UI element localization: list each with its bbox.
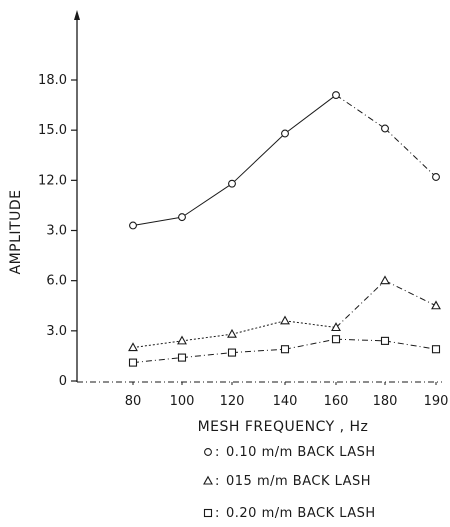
- legend-marker-circle: [204, 448, 212, 456]
- series-segment: [335, 280, 386, 328]
- legend-label: 0.20 m/m BACK LASH: [226, 506, 376, 521]
- data-point-circle: [281, 129, 289, 138]
- legend-colon: :: [215, 445, 220, 460]
- legend-marker-square: [203, 508, 213, 518]
- series-segment: [335, 94, 386, 129]
- legend-colon: :: [215, 474, 220, 489]
- series-circle: [129, 91, 440, 230]
- y-ticks: 0 3.0 6.0 3.0 12.0 15.0 18.0: [38, 73, 77, 389]
- legend: :0.10 m/m BACK LASH: 015 m/m BACK LASH: 0.…: [203, 445, 376, 521]
- data-point-circle: [129, 221, 137, 230]
- data-point-triangle: [380, 275, 390, 285]
- data-point-circle: [332, 91, 340, 100]
- x-ticks: 80 100 120 140 160 180 190: [125, 382, 449, 409]
- series-segment: [335, 338, 386, 342]
- series-segment: [231, 320, 286, 335]
- series-segment: [284, 94, 337, 134]
- series-segment: [181, 333, 233, 342]
- legend-label: 0.10 m/m BACK LASH: [226, 445, 376, 460]
- x-tick-label: 140: [273, 394, 298, 409]
- series-segment: [384, 340, 437, 350]
- legend-marker-triangle: [203, 475, 213, 485]
- series-segment: [284, 320, 337, 328]
- data-point-triangle: [128, 342, 138, 352]
- data-point-square: [280, 345, 290, 354]
- series-segment: [132, 216, 183, 226]
- data-point-square: [380, 336, 390, 345]
- series-segment: [384, 280, 437, 307]
- x-tick-label: 80: [125, 394, 142, 409]
- series-segment: [231, 348, 286, 354]
- legend-item: :0.20 m/m BACK LASH: [203, 506, 376, 521]
- legend-item: :0.10 m/m BACK LASH: [204, 445, 376, 460]
- data-point-triangle: [227, 328, 237, 338]
- legend-colon: :: [215, 506, 220, 521]
- y-tick-label: 12.0: [38, 173, 67, 188]
- legend-item: :015 m/m BACK LASH: [203, 474, 371, 489]
- series-segment: [132, 357, 183, 364]
- series-segment: [384, 128, 437, 178]
- y-tick-label: 3.0: [46, 324, 67, 339]
- series-segment: [181, 352, 233, 359]
- data-point-square: [227, 348, 237, 357]
- data-point-square: [431, 345, 441, 354]
- data-point-circle: [228, 179, 236, 188]
- data-point-circle: [432, 173, 440, 181]
- data-point-circle: [178, 213, 186, 222]
- y-axis-arrow: [74, 10, 80, 20]
- data-point-triangle: [280, 315, 290, 325]
- series-segment: [132, 340, 183, 349]
- series: [128, 91, 441, 367]
- x-tick-label: 100: [170, 394, 195, 409]
- series-segment: [284, 338, 337, 350]
- x-axis-title: MESH FREQUENCY , Hz: [198, 419, 369, 435]
- data-point-triangle: [431, 300, 441, 310]
- x-tick-label: 180: [373, 394, 398, 409]
- data-point-square: [177, 353, 187, 362]
- data-point-triangle: [177, 335, 187, 345]
- y-tick-label: 0: [59, 374, 67, 389]
- data-point-triangle: [331, 322, 341, 332]
- data-point-square: [331, 335, 341, 344]
- x-tick-label: 120: [220, 394, 245, 409]
- series-triangle: [128, 275, 441, 352]
- legend-label: 015 m/m BACK LASH: [226, 474, 371, 489]
- y-tick-label: 15.0: [38, 123, 67, 138]
- series-segment: [231, 133, 286, 185]
- series-segment: [181, 183, 233, 218]
- data-point-circle: [381, 124, 389, 133]
- x-tick-label: 190: [424, 394, 449, 409]
- series-square: [128, 335, 441, 367]
- y-axis-title: AMPLITUDE: [8, 190, 24, 275]
- y-tick-label: 18.0: [38, 73, 67, 88]
- y-tick-label: 6.0: [46, 274, 67, 289]
- y-tick-label: 3.0: [46, 224, 67, 239]
- axes: [74, 10, 442, 383]
- data-point-square: [128, 358, 138, 367]
- x-tick-label: 160: [324, 394, 349, 409]
